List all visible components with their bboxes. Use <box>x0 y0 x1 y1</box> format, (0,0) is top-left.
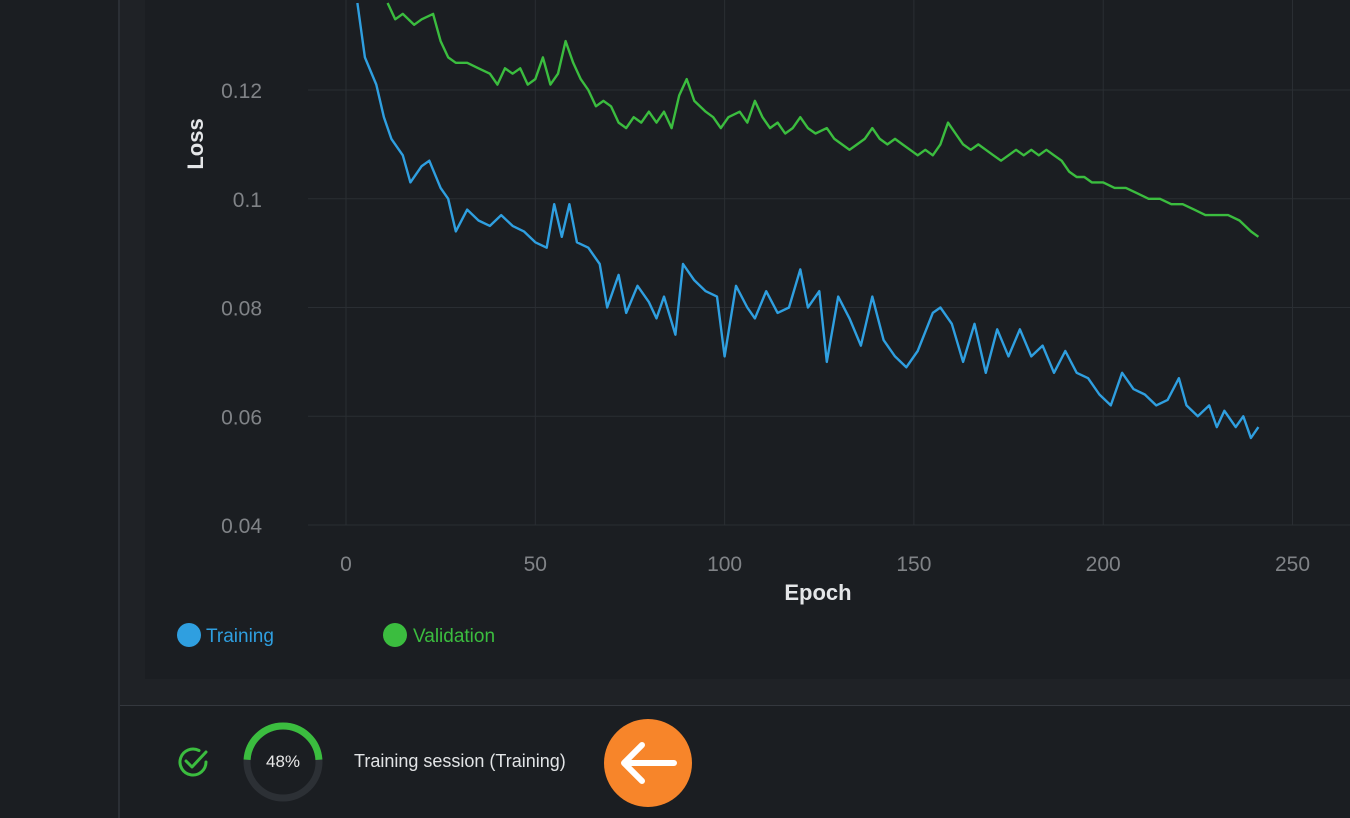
y-tick-label: 0.04 <box>221 515 262 538</box>
left-sidebar <box>0 0 118 818</box>
legend-swatch-training <box>177 623 201 647</box>
x-tick-label: 150 <box>896 553 931 576</box>
legend-swatch-validation <box>383 623 407 647</box>
sidebar-divider <box>118 0 120 818</box>
back-button[interactable] <box>604 719 692 807</box>
session-label: Training session (Training) <box>354 751 566 771</box>
y-tick-label: 0.08 <box>221 298 262 321</box>
x-tick-label: 100 <box>707 553 742 576</box>
series-line-validation <box>386 2 1260 238</box>
series-line-training <box>356 2 1260 440</box>
x-axis-label: Epoch <box>784 580 851 605</box>
x-tick-label: 0 <box>340 553 352 576</box>
chart-grid <box>308 0 1350 526</box>
legend: Training Validation <box>177 623 495 647</box>
chart-lines <box>356 2 1260 440</box>
status-bar <box>120 706 1350 818</box>
x-tick-label: 250 <box>1275 553 1310 576</box>
y-tick-label: 0.12 <box>221 80 262 103</box>
check-circle-icon <box>178 747 208 777</box>
chart-ticks: 0 50 100 150 200 250 0.04 0.06 0.08 0.1 0.12 <box>221 80 1310 576</box>
arrow-left-icon <box>621 742 677 784</box>
x-tick-label: 200 <box>1086 553 1121 576</box>
y-tick-label: 0.06 <box>221 406 262 429</box>
legend-item-validation[interactable]: Validation <box>383 623 495 647</box>
progress-percent: 48% <box>265 752 301 771</box>
x-tick-label: 50 <box>524 553 547 576</box>
y-tick-label: 0.1 <box>233 189 262 212</box>
loss-chart: 0 50 100 150 200 250 0.04 0.06 0.08 0.1 0.12 Epoch… <box>177 0 1350 647</box>
status-bar-divider <box>120 705 1350 706</box>
legend-item-training[interactable]: Training <box>177 623 274 647</box>
y-axis-label: Loss <box>183 118 208 169</box>
progress-arc <box>243 722 323 761</box>
legend-label-validation: Validation <box>413 626 495 647</box>
progress-ring <box>243 722 323 802</box>
legend-label-training: Training <box>206 626 274 647</box>
loss-chart-panel: 0 50 100 150 200 250 0.04 0.06 0.08 0.1 0.12 Epoch… <box>145 0 1350 679</box>
